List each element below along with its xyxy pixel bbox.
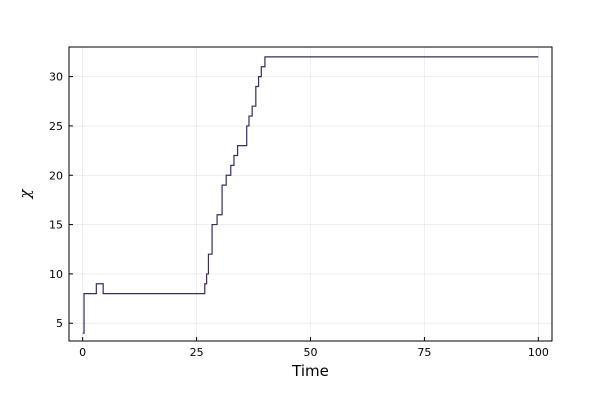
x-tick-label: 25: [190, 346, 204, 359]
series-line: [82, 56, 539, 334]
y-tick-label: 10: [49, 268, 63, 281]
y-tick-label: 25: [49, 120, 63, 133]
y-tick-label: 20: [49, 169, 63, 182]
y-tick-label: 5: [56, 317, 63, 330]
y-tick-label: 15: [49, 219, 63, 232]
series-layer: [82, 56, 539, 334]
x-tick-label: 0: [79, 346, 86, 359]
y-axis: 5 10 15 20 25 30: [49, 71, 73, 330]
x-axis-title: Time: [291, 362, 329, 380]
y-tick-label: 30: [49, 71, 63, 84]
x-tick-label: 50: [304, 346, 318, 359]
x-tick-label: 100: [528, 346, 549, 359]
grid-lines: [69, 47, 552, 341]
x-axis: 0 25 50 75 100: [79, 337, 549, 359]
x-tick-label: 75: [417, 346, 431, 359]
y-axis-title: χ: [16, 189, 34, 200]
